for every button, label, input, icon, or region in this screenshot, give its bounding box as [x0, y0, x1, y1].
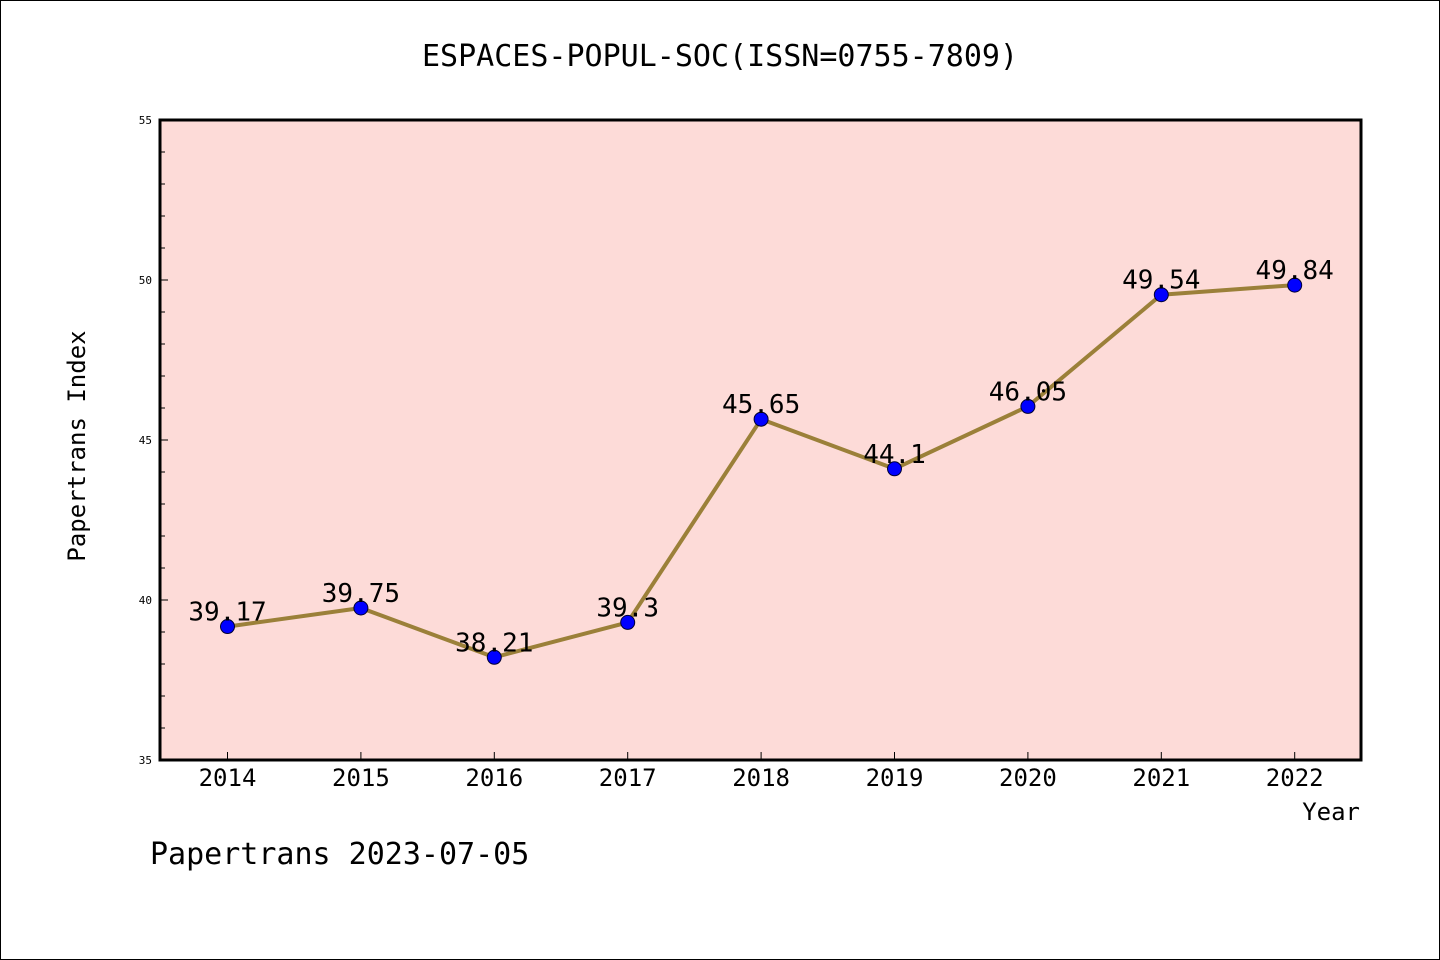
plot-border [158, 118, 1363, 762]
data-point-marker [1020, 398, 1036, 414]
data-label: 39.3 [596, 593, 659, 623]
y-tick-label: 55 [139, 114, 152, 127]
data-point-marker [620, 614, 636, 630]
data-label: 49.84 [1256, 256, 1334, 286]
x-tick-label: 2018 [732, 764, 790, 792]
x-tick-label: 2015 [332, 764, 390, 792]
y-tick-label: 45 [139, 434, 152, 447]
data-point-marker [1153, 287, 1169, 303]
x-tick-label: 2020 [999, 764, 1057, 792]
y-tick-label: 40 [139, 594, 152, 607]
data-point-marker [486, 649, 502, 665]
data-label: 39.75 [322, 579, 400, 609]
data-label: 44.1 [863, 440, 926, 470]
data-label: 46.05 [989, 377, 1067, 407]
x-tick-label: 2021 [1132, 764, 1190, 792]
data-point-marker [753, 411, 769, 427]
data-label: 45.65 [722, 390, 800, 420]
chart-title: ESPACES-POPUL-SOC(ISSN=0755-7809) [422, 39, 1018, 74]
x-tick-label: 2014 [199, 764, 257, 792]
data-point-marker [353, 600, 369, 616]
y-axis-title: Papertrans Index [63, 330, 91, 561]
x-axis-title: Year [1302, 798, 1360, 826]
data-point-marker [1287, 277, 1303, 293]
footer-text: Papertrans 2023-07-05 [150, 837, 529, 872]
x-tick-label: 2019 [866, 764, 924, 792]
data-label: 39.17 [188, 598, 266, 628]
data-label: 38.21 [455, 628, 533, 658]
x-tick-label: 2016 [465, 764, 523, 792]
x-tick-label: 2022 [1266, 764, 1324, 792]
y-tick-label: 50 [139, 274, 152, 287]
data-point-marker [887, 461, 902, 477]
plot-area [160, 120, 1361, 760]
y-tick-label: 35 [139, 754, 152, 767]
data-label: 49.54 [1122, 266, 1200, 296]
data-point-marker [220, 619, 235, 635]
x-tick-label: 2017 [599, 764, 657, 792]
